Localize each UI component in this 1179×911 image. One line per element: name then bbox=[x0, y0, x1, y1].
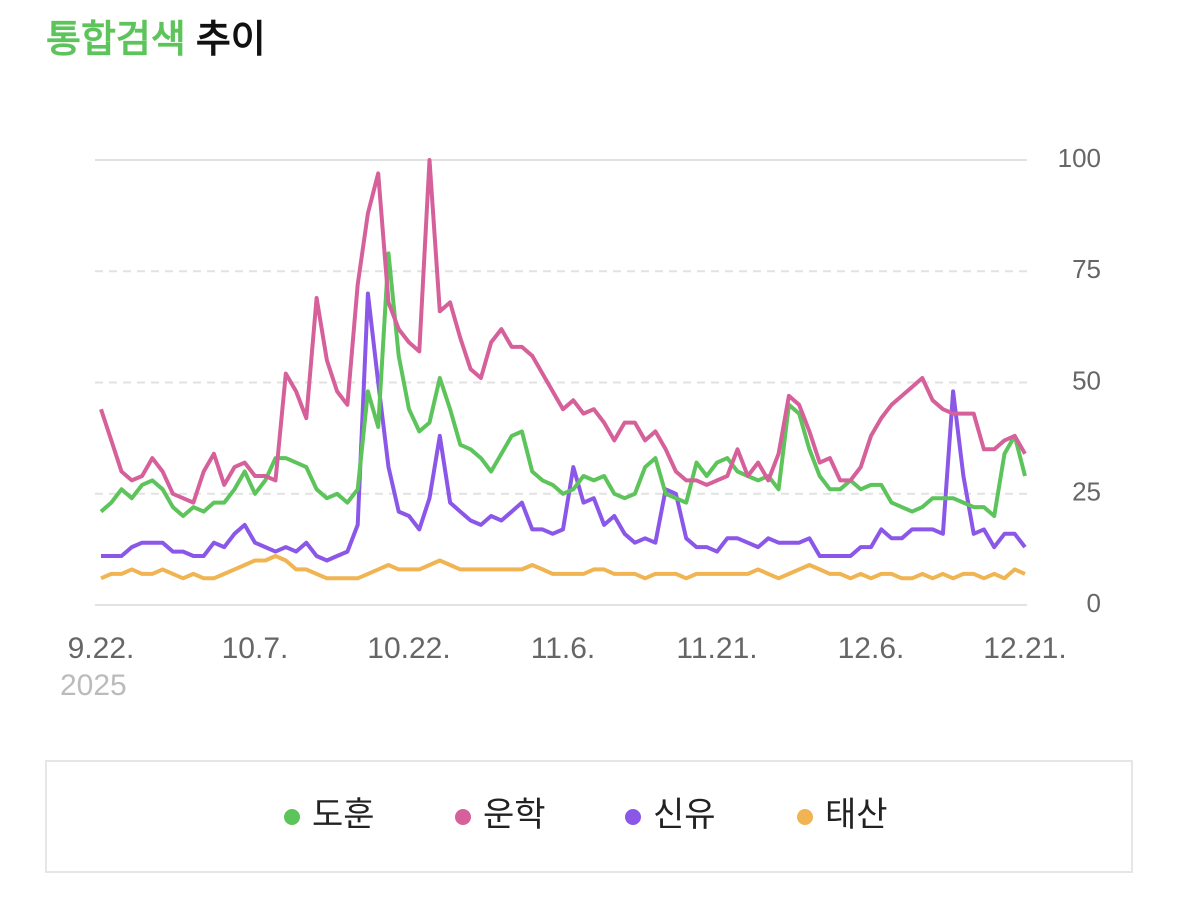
x-tick-label: 11.21. bbox=[676, 632, 757, 665]
title-highlight: 통합검색 bbox=[46, 19, 186, 61]
legend-marker bbox=[284, 809, 300, 825]
x-tick-label: 11.6. bbox=[531, 632, 596, 665]
y-tick-label: 50 bbox=[1072, 365, 1101, 395]
x-tick-label: 10.7. bbox=[222, 632, 289, 665]
y-tick-label: 0 bbox=[1087, 588, 1101, 618]
legend-label: 운학 bbox=[483, 796, 546, 834]
legend-label: 태산 bbox=[825, 796, 888, 834]
series-line bbox=[101, 291, 1027, 563]
series-line bbox=[100, 554, 1026, 581]
x-tick-label: 12.6. bbox=[838, 632, 905, 665]
y-tick-label: 75 bbox=[1072, 254, 1101, 284]
legend-marker bbox=[797, 809, 813, 825]
legend-marker bbox=[625, 809, 641, 825]
x-sublabel: 2025 bbox=[60, 669, 127, 702]
y-tick-label: 25 bbox=[1072, 477, 1101, 507]
series-line bbox=[99, 158, 1027, 505]
x-tick-label: 9.22. bbox=[68, 632, 135, 665]
x-tick-label: 10.22. bbox=[367, 632, 450, 665]
legend-marker bbox=[455, 809, 471, 825]
legend-box bbox=[45, 760, 1133, 873]
series-line bbox=[99, 251, 1027, 518]
legend-label: 신유 bbox=[653, 796, 716, 834]
x-tick-label: 12.21. bbox=[983, 632, 1066, 665]
title-rest: 추이 bbox=[196, 19, 266, 61]
chart-title: 통합검색 추이 bbox=[46, 19, 266, 61]
y-tick-label: 100 bbox=[1058, 143, 1101, 173]
legend-label: 도훈 bbox=[312, 796, 375, 834]
